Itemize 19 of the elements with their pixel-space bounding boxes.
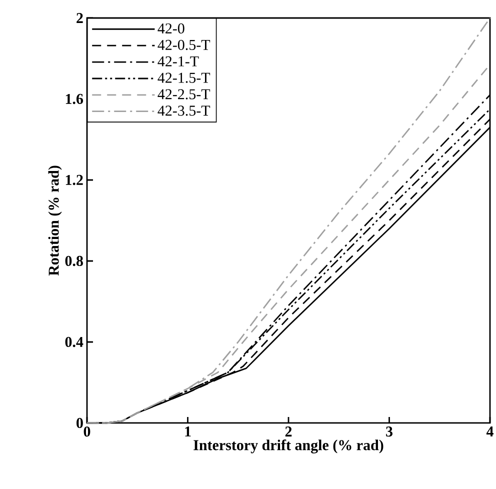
legend-label: 42-0.5-T [158,40,210,50]
y-tick-label: 2 [76,13,83,23]
x-tick-label: 3 [386,426,392,437]
y-tick-label: 0 [76,418,83,428]
y-tick-label: 1.6 [66,94,84,104]
x-tick-label: 0 [84,426,90,437]
y-axis-title: Rotation (% rad) [48,166,62,276]
y-tick-label: 0.8 [65,256,83,266]
x-tick-label: 2 [285,426,292,436]
x-tick-label: 4 [486,426,494,436]
legend-label: 42-3.5-T [158,106,210,116]
x-axis-title: Interstory drift angle (% rad) [194,440,384,454]
x-tick-label: 1 [185,426,191,436]
legend-label: 42-1.5-T [158,72,210,83]
legend-label: 42-2.5-T [158,89,210,100]
y-tick-label: 1.2 [66,174,83,186]
y-tick-label: 0.4 [65,336,84,348]
legend-label: 42-1-T [158,56,199,66]
legend-label: 42-0 [158,23,184,34]
